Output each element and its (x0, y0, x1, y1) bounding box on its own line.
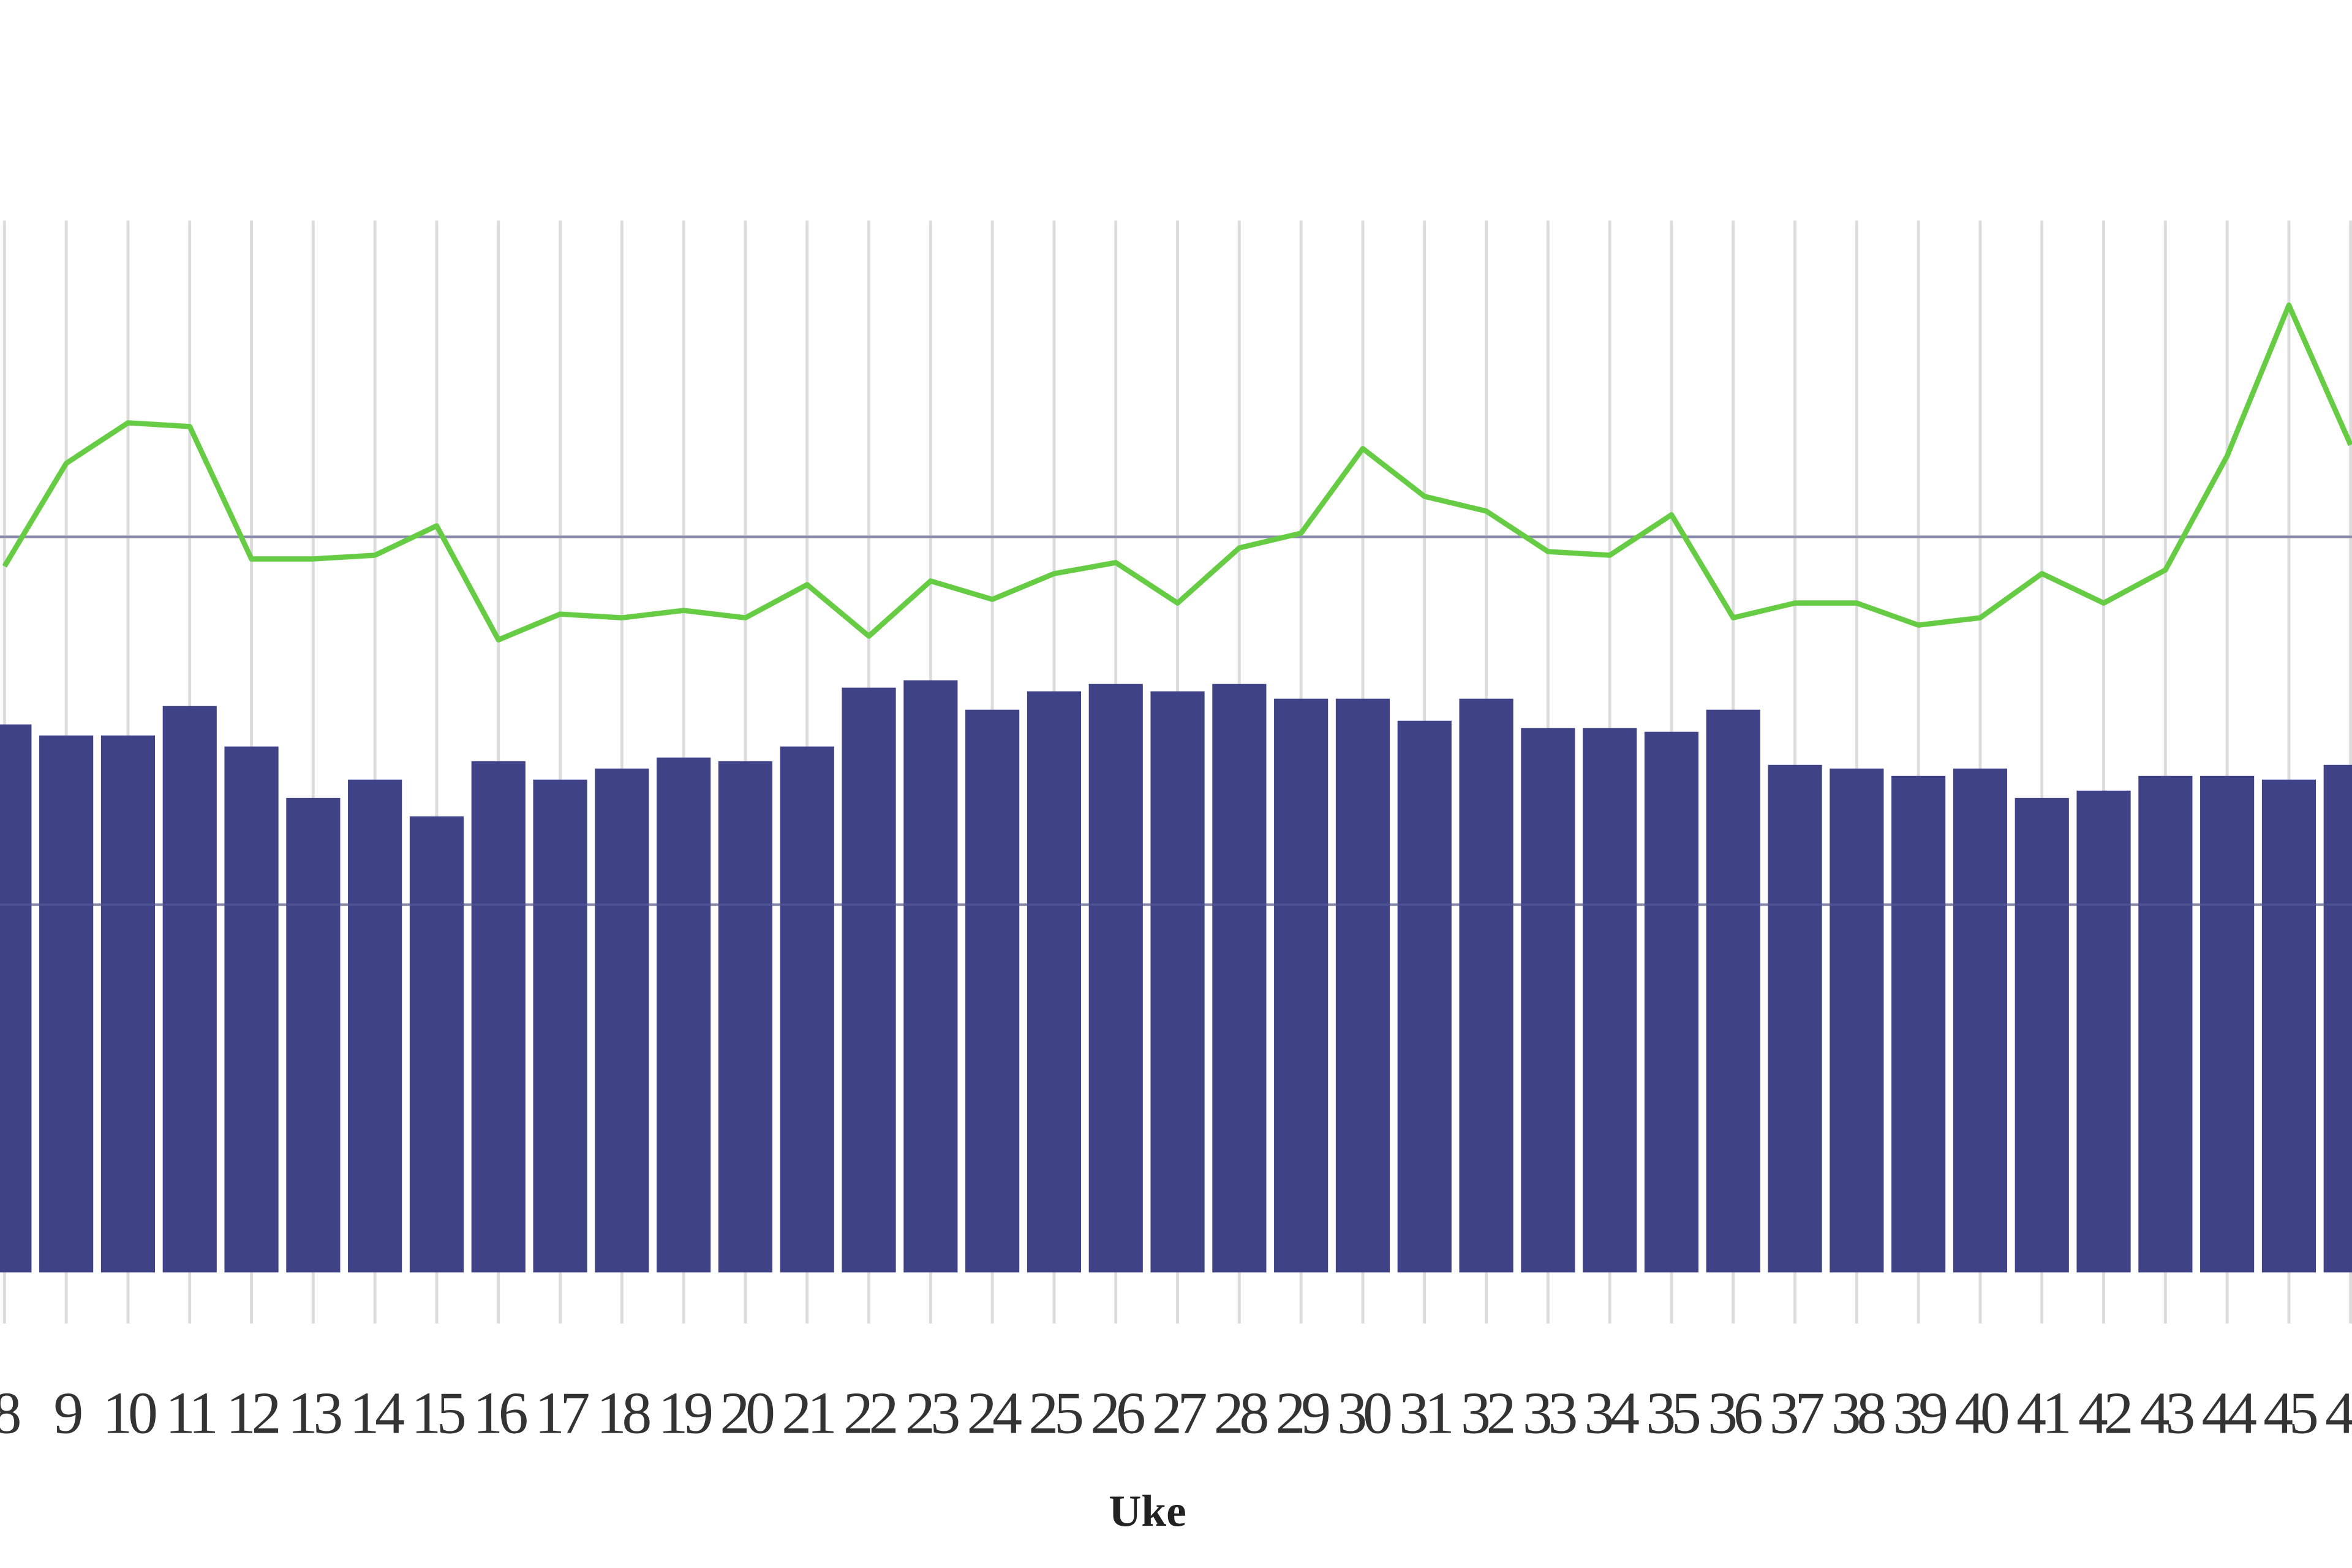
bar-week-11 (162, 706, 217, 1273)
x-tick-label: 32 (1461, 1381, 1513, 1447)
bar-week-45 (2261, 779, 2316, 1273)
bar-week-10 (100, 735, 156, 1273)
bar-week-26 (1088, 684, 1143, 1273)
x-tick-label: 26 (1090, 1381, 1145, 1447)
bar-week-43 (2138, 775, 2193, 1273)
bar-week-39 (1891, 775, 1946, 1273)
line-series (2, 302, 2352, 643)
bar-week-33 (1521, 728, 1575, 1273)
x-tick-label: 40 (1954, 1381, 2008, 1447)
x-tick-label: 12 (226, 1381, 279, 1447)
x-tick-label: 28 (1214, 1381, 1268, 1447)
bar-week-13 (286, 797, 341, 1273)
x-tick-label: 8 (0, 1381, 20, 1447)
x-tick-label: 36 (1708, 1381, 1762, 1447)
bar-week-40 (1953, 768, 2008, 1273)
x-tick-label: 41 (2016, 1381, 2069, 1447)
x-tick-label: 16 (473, 1381, 527, 1447)
bar-week-44 (2200, 775, 2255, 1273)
bar-week-15 (409, 816, 464, 1273)
x-tick-label: 45 (2263, 1381, 2317, 1447)
x-tick-label: 38 (1831, 1381, 1885, 1447)
bar-week-19 (657, 757, 711, 1273)
x-tick-label: 35 (1646, 1381, 1700, 1447)
bar-week-8 (0, 724, 32, 1273)
x-tick-label: 29 (1276, 1381, 1329, 1447)
bar-week-24 (965, 709, 1020, 1273)
x-tick-label: 17 (535, 1381, 589, 1447)
x-tick-label: 14 (350, 1381, 405, 1447)
x-tick-label: 39 (1893, 1381, 1947, 1447)
x-tick-label: 31 (1399, 1381, 1452, 1447)
bar-week-17 (533, 779, 587, 1273)
x-tick-label: 30 (1337, 1381, 1391, 1447)
bar-week-25 (1027, 691, 1082, 1273)
bar-week-14 (348, 779, 402, 1273)
bar-week-12 (224, 746, 279, 1273)
bar-week-31 (1397, 720, 1452, 1273)
x-tick-label: 25 (1028, 1381, 1082, 1447)
x-tick-label: 23 (905, 1381, 959, 1447)
x-tick-label: 19 (658, 1381, 712, 1447)
bar-week-32 (1459, 698, 1513, 1273)
horizontal-gridlines-overlay (0, 535, 2352, 906)
bar-week-41 (2015, 797, 2069, 1273)
x-tick-label: 20 (720, 1381, 774, 1447)
bar-week-35 (1644, 731, 1699, 1273)
bar-week-23 (903, 680, 958, 1273)
bar-week-46 (2323, 764, 2352, 1273)
x-tick-label: 10 (102, 1381, 156, 1447)
x-tick-labels: 89 10111213141516171819202122232425262728… (0, 1381, 2352, 1447)
bar-week-9 (39, 735, 94, 1273)
x-tick-label: 27 (1152, 1381, 1207, 1447)
x-tick-label: 37 (1770, 1381, 1824, 1447)
bar-week-16 (471, 761, 526, 1273)
bar-week-38 (1830, 768, 1884, 1273)
x-tick-label: 44 (2202, 1381, 2257, 1447)
x-tick-label: 18 (597, 1381, 650, 1447)
x-tick-label: 9 (53, 1381, 81, 1447)
x-axis-label: Uke (1109, 1486, 1186, 1536)
bar-week-22 (842, 687, 896, 1273)
bar-week-18 (595, 768, 649, 1273)
x-tick-label: 15 (411, 1381, 465, 1447)
bar-week-42 (2076, 790, 2131, 1273)
x-tick-label: 24 (967, 1381, 1022, 1447)
bar-week-20 (718, 761, 773, 1273)
bar-week-37 (1768, 764, 1822, 1273)
x-tick-label: 11 (165, 1381, 216, 1447)
bar-week-28 (1212, 684, 1267, 1273)
x-tick-label: 13 (288, 1381, 342, 1447)
x-tick-label: 42 (2078, 1381, 2131, 1447)
bar-week-29 (1274, 698, 1329, 1273)
x-tick-label: 46 (2325, 1381, 2352, 1447)
bar-week-34 (1583, 728, 1637, 1273)
bar-week-21 (780, 746, 834, 1273)
x-tick-label: 34 (1585, 1381, 1640, 1447)
bar-week-36 (1706, 709, 1760, 1273)
x-tick-label: 43 (2140, 1381, 2194, 1447)
x-tick-label: 21 (782, 1381, 834, 1447)
x-tick-label: 33 (1523, 1381, 1577, 1447)
bar-week-27 (1150, 691, 1205, 1273)
bar-week-30 (1335, 698, 1390, 1273)
bar-series (0, 680, 2352, 1273)
x-tick-label: 22 (843, 1381, 896, 1447)
